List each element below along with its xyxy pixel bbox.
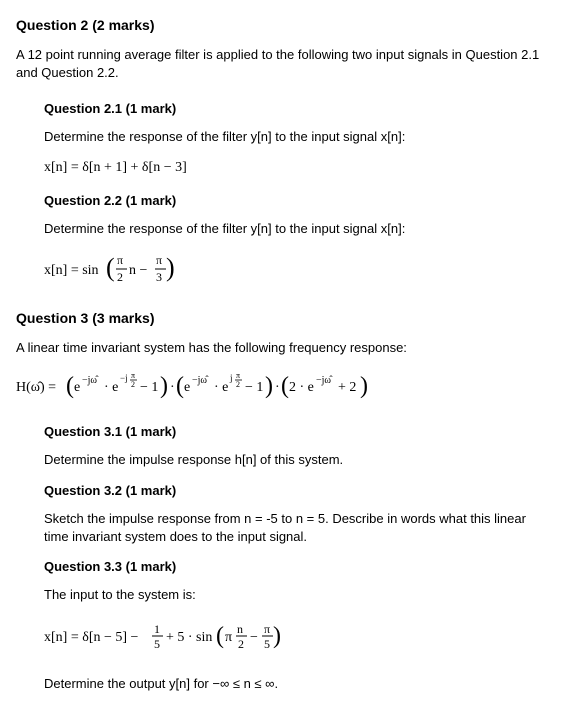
svg-text:· e: · e [104, 380, 118, 395]
question-2-1-formula: x[n] = δ[n + 1] + δ[n − 3] [44, 158, 554, 178]
svg-text:(: ( [281, 373, 289, 399]
svg-text:+ 5 · sin: + 5 · sin [166, 630, 212, 645]
svg-text:n −: n − [129, 263, 148, 278]
svg-text:π: π [117, 253, 123, 267]
question-3-2-heading: Question 3.2 (1 mark) [44, 482, 554, 500]
question-3-3-text1: The input to the system is: [44, 586, 554, 604]
svg-text:(: ( [176, 373, 184, 399]
question-3-formula: H(ω̂) = ( e −jω̂ · e −j π 2 − 1 ) · ( e … [16, 369, 554, 410]
svg-text:2: 2 [238, 637, 244, 651]
svg-text:): ) [265, 373, 273, 399]
svg-text:H(ω̂) =: H(ω̂) = [16, 380, 56, 395]
question-2-intro: A 12 point running average filter is app… [16, 46, 554, 82]
svg-text:2: 2 [131, 380, 135, 389]
question-2-2-heading: Question 2.2 (1 mark) [44, 192, 554, 210]
question-2-1-heading: Question 2.1 (1 mark) [44, 100, 554, 118]
svg-text:5: 5 [264, 637, 270, 651]
svg-text:): ) [360, 373, 368, 399]
svg-text:x[n] = sin: x[n] = sin [44, 263, 99, 278]
svg-text:·: · [170, 380, 175, 395]
svg-text:π: π [131, 371, 135, 380]
svg-text:π: π [156, 253, 162, 267]
svg-text:−jω̂: −jω̂ [82, 375, 99, 386]
question-3-1-text: Determine the impulse response h[n] of t… [44, 451, 554, 469]
question-3-sub-block: Question 3.1 (1 mark) Determine the impu… [44, 423, 554, 693]
svg-text:·: · [275, 380, 280, 395]
question-3-2-text: Sketch the impulse response from n = -5 … [44, 510, 554, 546]
svg-text:(: ( [66, 373, 74, 399]
svg-text:): ) [160, 373, 168, 399]
question-2-2-text: Determine the response of the filter y[n… [44, 220, 554, 238]
svg-text:−: − [250, 630, 258, 645]
svg-text:): ) [273, 623, 281, 649]
svg-text:π: π [264, 622, 270, 636]
question-3-3-heading: Question 3.3 (1 mark) [44, 558, 554, 576]
svg-text:· e: · e [214, 380, 228, 395]
svg-text:n: n [237, 622, 243, 636]
svg-text:5: 5 [154, 637, 160, 651]
svg-text:2: 2 [236, 380, 240, 389]
svg-text:−jω̂: −jω̂ [316, 375, 333, 386]
svg-text:(: ( [216, 623, 224, 649]
svg-text:): ) [166, 253, 175, 282]
svg-text:π: π [225, 630, 232, 645]
svg-text:(: ( [106, 253, 115, 282]
question-3-intro: A linear time invariant system has the f… [16, 339, 554, 357]
svg-text:−j: −j [120, 373, 128, 383]
svg-text:j: j [229, 373, 233, 383]
question-2-1-block: Question 2.1 (1 mark) Determine the resp… [44, 100, 554, 295]
svg-text:e: e [184, 380, 190, 395]
svg-text:3: 3 [156, 270, 162, 284]
question-2-1-text: Determine the response of the filter y[n… [44, 128, 554, 146]
svg-text:x[n] = δ[n − 5] −: x[n] = δ[n − 5] − [44, 630, 139, 645]
svg-text:π: π [236, 371, 240, 380]
svg-text:1: 1 [154, 622, 160, 636]
svg-text:2: 2 [117, 270, 123, 284]
svg-text:+ 2: + 2 [338, 380, 356, 395]
svg-text:− 1: − 1 [140, 380, 158, 395]
question-3-heading: Question 3 (3 marks) [16, 309, 554, 329]
svg-text:− 1: − 1 [245, 380, 263, 395]
question-3-1-heading: Question 3.1 (1 mark) [44, 423, 554, 441]
svg-text:−jω̂: −jω̂ [192, 375, 209, 386]
question-2-heading: Question 2 (2 marks) [16, 16, 554, 36]
svg-text:2 · e: 2 · e [289, 380, 314, 395]
svg-text:e: e [74, 380, 80, 395]
question-3-3-text2: Determine the output y[n] for −∞ ≤ n ≤ ∞… [44, 675, 554, 693]
question-3-3-formula: x[n] = δ[n − 5] − 1 5 + 5 · sin ( π n 2 … [44, 617, 554, 662]
question-2-2-formula: x[n] = sin ( π 2 n − π 3 ) [44, 250, 554, 295]
